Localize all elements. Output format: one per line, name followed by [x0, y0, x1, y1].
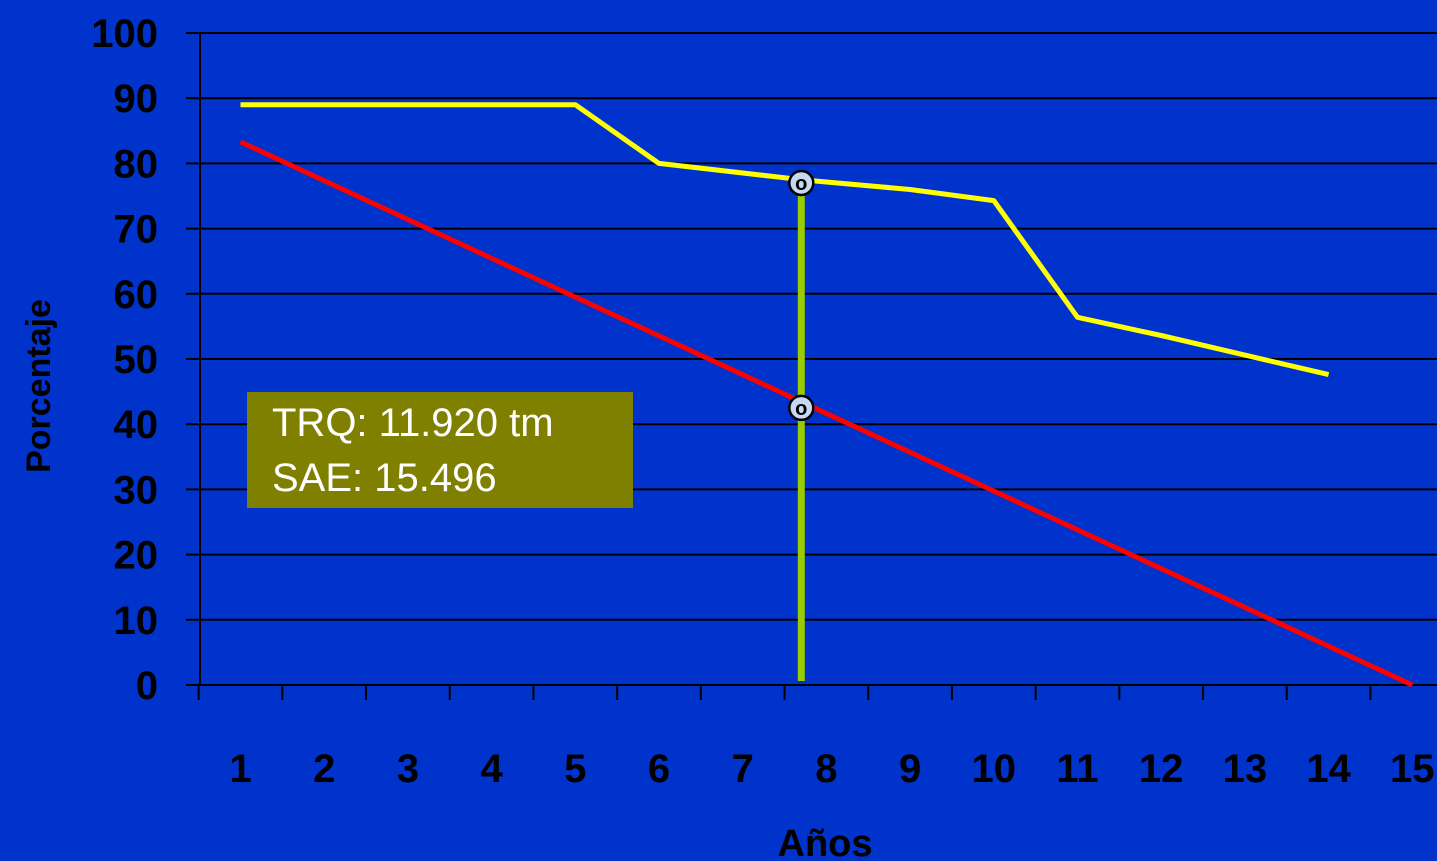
x-tick-label-3: 3: [397, 747, 419, 791]
x-tick-label-9: 9: [899, 747, 921, 791]
y-tick-label-100: 100: [91, 12, 158, 56]
y-tick-label-60: 60: [114, 273, 159, 317]
x-tick-labels: 1 2 3 4 5 6 7 8 9 10 11 12 13 14 15: [229, 747, 1434, 791]
y-tick-labels: 0 10 20 30 40 50 60 70 80 90 100: [91, 12, 158, 708]
marker-circle-2: [788, 394, 815, 422]
x-tick-label-10: 10: [972, 747, 1017, 791]
y-tick-label-50: 50: [114, 338, 159, 382]
y-tick-label-0: 0: [136, 664, 158, 708]
x-tick-label-1: 1: [229, 747, 251, 791]
y-tick-label-40: 40: [114, 403, 159, 447]
x-tick-label-15: 15: [1390, 747, 1435, 791]
y-axis-label: Porcentaje: [20, 299, 58, 473]
y-tick-label-80: 80: [114, 142, 159, 186]
x-tick-label-2: 2: [313, 747, 335, 791]
x-tick-label-4: 4: [480, 747, 503, 791]
annotation-line-1: TRQ: 11.920 tm: [272, 401, 554, 445]
x-tick-label-12: 12: [1139, 747, 1184, 791]
markers-group: oo: [788, 169, 815, 422]
x-tick-label-11: 11: [1056, 747, 1098, 791]
axes: [186, 32, 1437, 700]
series-line-1: [240, 102, 1330, 378]
y-tick-label-10: 10: [114, 599, 159, 643]
y-tick-label-70: 70: [114, 208, 159, 252]
x-tick-label-13: 13: [1223, 747, 1268, 791]
marker-2: o: [788, 394, 815, 422]
x-tick-label-6: 6: [648, 747, 670, 791]
y-tick-label-30: 30: [114, 468, 159, 512]
series-line-2: [239, 139, 1414, 688]
x-tick-label-7: 7: [732, 747, 754, 791]
marker-1: o: [788, 169, 815, 197]
marker-label-1: o: [795, 173, 807, 195]
y-tick-label-20: 20: [114, 534, 159, 578]
grid: [200, 32, 1437, 621]
annotation-background: [247, 392, 633, 508]
marker-label-2: o: [795, 398, 807, 420]
series-group: [239, 102, 1414, 688]
x-tick-label-8: 8: [815, 747, 837, 791]
annotation-line-2: SAE: 15.496: [272, 456, 497, 500]
x-axis-label: Años: [778, 823, 873, 861]
marker-circle-1: [788, 169, 815, 197]
x-tick-label-5: 5: [564, 747, 586, 791]
annotation-box: TRQ: 11.920 tm SAE: 15.496: [247, 392, 633, 508]
y-tick-label-90: 90: [114, 77, 159, 121]
x-tick-label-14: 14: [1306, 747, 1351, 791]
